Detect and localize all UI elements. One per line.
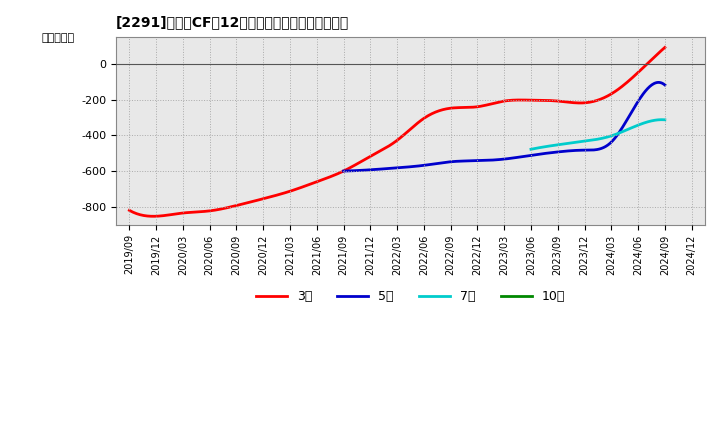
Legend: 3年, 5年, 7年, 10年: 3年, 5年, 7年, 10年 <box>251 286 570 308</box>
Text: [2291]　投賄CFだ12か月移動合計の平均値の推移: [2291] 投賄CFだ12か月移動合計の平均値の推移 <box>116 15 349 29</box>
Y-axis label: （百万円）: （百万円） <box>42 33 75 44</box>
